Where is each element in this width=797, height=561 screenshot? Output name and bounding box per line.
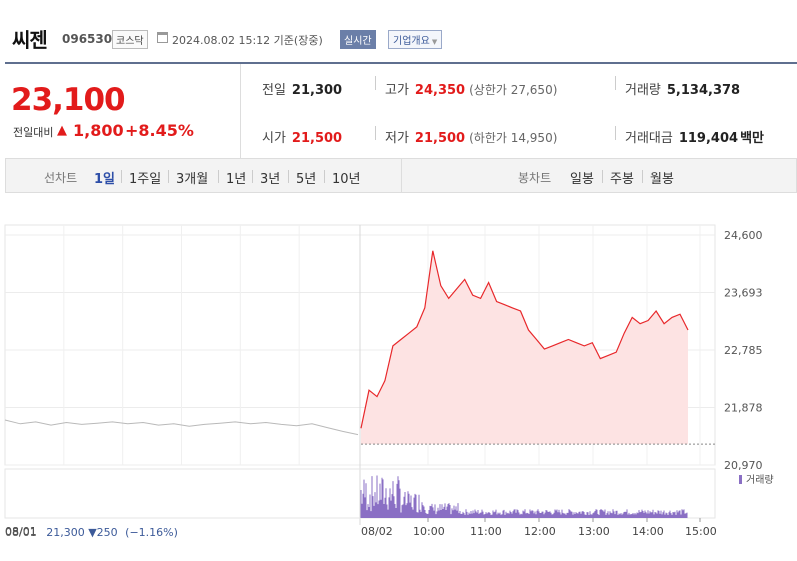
timestamp: 2024.08.02 15:12 기준(장중) (172, 34, 323, 47)
period-tab-bar: 선차트 1일 1주일 3개월 1년 3년 5년 10년 봉차트 일봉 주봉 월봉 (5, 158, 797, 193)
volume-frame (4, 468, 716, 519)
candle-chart-label: 봉차트 (518, 171, 552, 185)
current-price: 23,100 (11, 82, 126, 118)
prev-day-change-pct: (−1.16%) (125, 526, 178, 539)
x-tick-label: 14:00 (632, 525, 664, 538)
up-triangle-icon: ▲ (57, 123, 67, 138)
volume-label: 거래량 (746, 474, 774, 486)
company-overview-label: 기업개요 (393, 36, 430, 47)
x-tick-label: 12:00 (524, 525, 556, 538)
line-chart-label: 선차트 (44, 171, 78, 185)
stat-prev-close: 전일 21,300 (262, 83, 343, 98)
stat-high: 고가 24,350 (상한가 27,650) (385, 83, 558, 98)
tab-3year[interactable]: 3년 (260, 172, 281, 187)
stat-low: 저가 21,500 (하한가 14,950) (385, 131, 558, 146)
x-tick-label: 10:00 (413, 525, 445, 538)
y-tick-label: 20,970 (724, 459, 763, 472)
tab-1week[interactable]: 1주일 (129, 172, 162, 187)
y-tick-label: 23,693 (724, 287, 763, 300)
down-triangle-icon: ▼ (88, 526, 97, 539)
price-summary: 23,100 전일대비 ▲ 1,800 +8.45% 전일 21,300 시가 21… (5, 62, 797, 162)
price-change-pct: +8.45% (125, 121, 194, 140)
prev-day-close: 21,300 (46, 526, 85, 539)
stat-open: 시가 21,500 (262, 131, 343, 146)
volume-legend-swatch (739, 475, 742, 484)
stock-code: 096530 (62, 32, 113, 46)
tab-5year[interactable]: 5년 (296, 172, 317, 187)
stock-header: 씨젠 096530 코스닥 2024.08.02 15:12 기준(장중) 실시… (0, 0, 797, 62)
chevron-down-icon: ▼ (431, 38, 438, 46)
tab-1year[interactable]: 1년 (226, 172, 247, 187)
current-price-box: 23,100 전일대비 ▲ 1,800 +8.45% (5, 64, 241, 162)
prev-day-line (4, 419, 359, 436)
stock-name: 씨젠 (12, 28, 48, 52)
prev-day-info: 08/01 21,300 ▼250 (−1.16%) (5, 526, 178, 539)
realtime-button[interactable]: 실시간 (340, 30, 376, 49)
today-area (361, 250, 688, 445)
prev-day-change: 250 (96, 526, 118, 539)
x-tick-label: 08/01 (5, 525, 37, 538)
tab-1day[interactable]: 1일 (94, 172, 116, 187)
change-label: 전일대비 (13, 126, 54, 139)
y-tick-label: 24,600 (724, 229, 763, 242)
y-tick-label: 21,878 (724, 402, 763, 415)
tab-weekly[interactable]: 주봉 (610, 172, 634, 187)
intraday-chart: 24,600 23,693 22,785 21,878 20,970 거래량 08/01 08… (0, 193, 797, 557)
y-tick-label: 22,785 (724, 344, 763, 357)
company-overview-button[interactable]: 기업개요 ▼ (388, 30, 443, 49)
price-change: 1,800 (73, 121, 124, 140)
today-line (360, 250, 689, 429)
tab-daily[interactable]: 일봉 (570, 172, 594, 187)
x-tick-label: 13:00 (578, 525, 610, 538)
market-badge: 코스닥 (112, 30, 148, 49)
tab-10year[interactable]: 10년 (332, 172, 361, 187)
tab-3month[interactable]: 3개월 (176, 172, 209, 187)
prev-day-date: 08/01 (5, 526, 37, 539)
x-tick-label: 11:00 (470, 525, 502, 538)
stat-amount: 거래대금 119,404 백만 (625, 131, 764, 146)
x-tick-label: 08/02 (361, 525, 393, 538)
calendar-icon (157, 32, 168, 43)
x-tick-label: 15:00 (685, 525, 717, 538)
stat-volume: 거래량 5,134,378 (625, 83, 741, 98)
tab-monthly[interactable]: 월봉 (650, 172, 674, 187)
